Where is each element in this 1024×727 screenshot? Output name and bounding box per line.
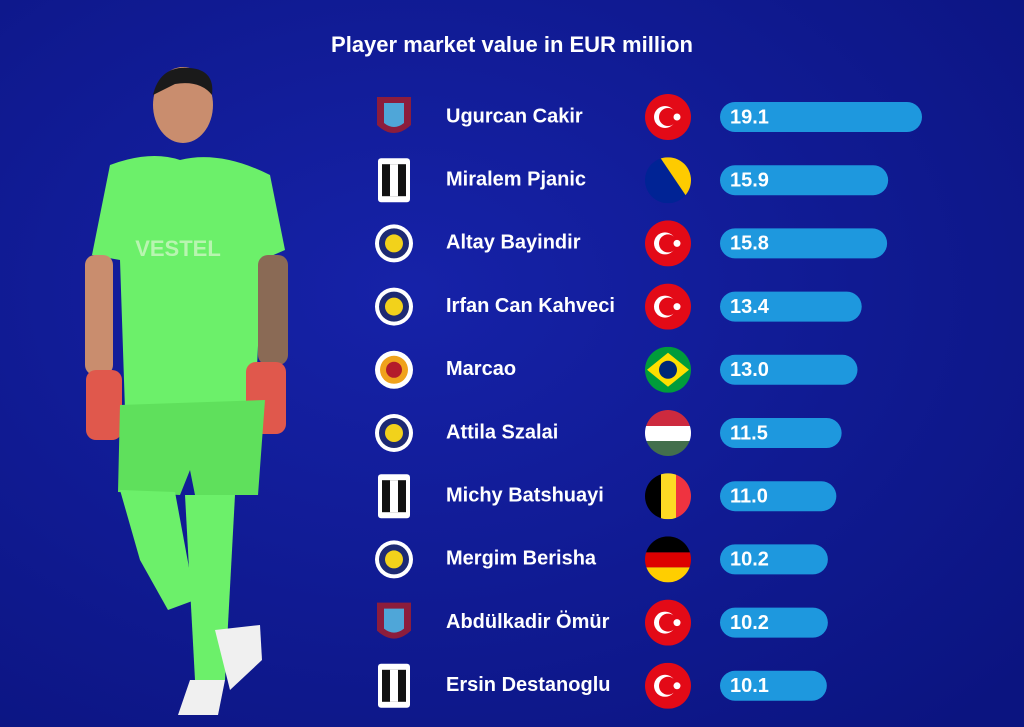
flag-part [673, 619, 681, 627]
flag-part [676, 473, 691, 520]
club-logo [378, 158, 410, 203]
value-label: 15.9 [730, 169, 769, 191]
club-stripe [390, 480, 398, 513]
flag [645, 599, 691, 646]
club-logo [375, 540, 413, 579]
flag-part [645, 552, 691, 568]
flag-part [673, 303, 681, 311]
chart-title: Player market value in EUR million [331, 32, 693, 57]
bar [720, 418, 842, 448]
value-label: 13.0 [730, 359, 769, 381]
club-logo [378, 474, 410, 519]
flag-body [645, 220, 691, 267]
club-logo [375, 414, 413, 452]
flag-part [645, 426, 691, 441]
flag [645, 410, 691, 456]
bar [720, 291, 862, 322]
value-label: 10.1 [730, 675, 769, 697]
value-label: 10.2 [730, 612, 769, 634]
flag-part [673, 682, 681, 690]
flag-part [645, 441, 691, 456]
club-core [385, 424, 403, 442]
flag-part [659, 676, 677, 695]
player-name: Mergim Berisha [446, 548, 597, 570]
bar [720, 102, 922, 132]
flag-body [645, 346, 691, 393]
flag [645, 536, 691, 583]
bar [720, 607, 828, 638]
club-logo [375, 287, 413, 326]
club-core [385, 550, 403, 569]
player-name: Ugurcan Cakir [446, 105, 583, 127]
club-stripe [384, 608, 404, 633]
bar [720, 354, 858, 385]
bar [720, 481, 837, 512]
flag-body [645, 410, 691, 456]
value-label: 10.2 [730, 549, 769, 571]
player-name: Ersin Destanoglu [446, 674, 610, 696]
flag [645, 473, 691, 520]
flag [645, 94, 691, 140]
flag-part [659, 234, 677, 253]
bar [720, 544, 828, 575]
player-name: Michy Batshuayi [446, 484, 604, 506]
flag-part [659, 108, 677, 126]
club-stripe [384, 103, 404, 127]
flag [645, 662, 691, 709]
value-label: 11.0 [730, 485, 768, 507]
flag-part [659, 360, 677, 379]
player-name: Marcao [446, 358, 516, 380]
value-label: 15.8 [730, 233, 769, 255]
player-illustration: VESTEL [85, 67, 288, 715]
club-logo [375, 350, 413, 389]
club-logo [378, 663, 410, 708]
flag-part [660, 157, 691, 204]
flag [645, 220, 691, 267]
bar [720, 228, 888, 259]
club-logo [377, 97, 411, 133]
bar [720, 165, 889, 196]
flag-body [645, 94, 691, 140]
bar [720, 670, 827, 701]
club-core [386, 361, 402, 378]
club-logo [375, 224, 413, 263]
club-logo [377, 602, 411, 639]
flag [645, 283, 691, 330]
value-label: 11.5 [730, 422, 768, 444]
club-core [385, 297, 403, 316]
flag-part [645, 410, 691, 426]
flag-part [673, 239, 681, 247]
svg-text:VESTEL: VESTEL [135, 236, 221, 261]
club-core [385, 234, 403, 253]
player-name: Altay Bayindir [446, 232, 581, 254]
club-stripe [390, 164, 398, 197]
value-label: 13.4 [730, 296, 770, 318]
player-name: Attila Szalai [446, 421, 558, 443]
flag-part [645, 473, 661, 520]
flag-part [645, 567, 691, 583]
flag-part [659, 613, 677, 632]
player-name: Abdülkadir Ömür [446, 610, 610, 633]
flag-body [645, 157, 691, 204]
flag-body [645, 662, 691, 709]
flag-part [659, 297, 677, 316]
flag-body [645, 536, 691, 583]
flag-body [645, 283, 691, 330]
player-name: Miralem Pjanic [446, 168, 586, 190]
flag [645, 346, 691, 393]
value-label: 19.1 [730, 106, 769, 128]
flag-body [645, 599, 691, 646]
club-stripe [390, 669, 398, 702]
player-name: Irfan Can Kahveci [446, 295, 615, 317]
flag-part [645, 536, 691, 553]
flag-part [673, 113, 681, 121]
flag [645, 157, 691, 204]
flag-body [645, 473, 691, 520]
flag-part [661, 473, 676, 520]
